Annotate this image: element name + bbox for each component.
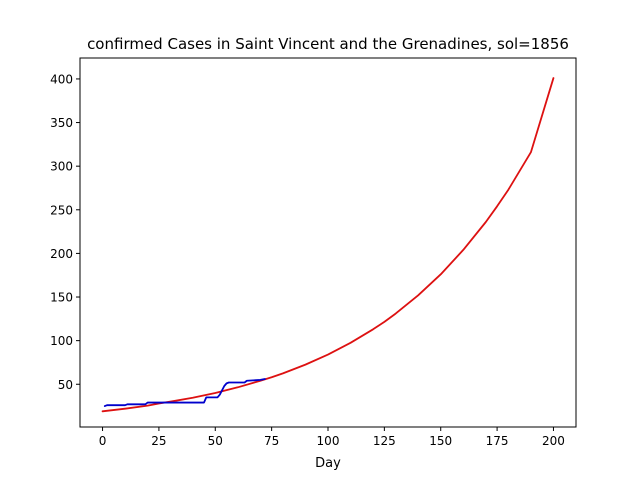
y-axis: 50 100 150 200 250 300 350 400 [50, 72, 80, 392]
x-tick-label: 200 [542, 434, 565, 448]
x-tick-label: 175 [486, 434, 509, 448]
y-tick-label: 50 [58, 378, 73, 392]
y-tick-label: 400 [50, 72, 73, 86]
x-axis: 0 25 50 75 100 125 150 175 200 [99, 427, 565, 448]
y-tick-label: 150 [50, 291, 73, 305]
plot-frame [79, 57, 577, 428]
x-tick-label: 75 [264, 434, 279, 448]
y-tick-label: 200 [50, 247, 73, 261]
observed-cases-line [103, 378, 266, 407]
x-tick-label: 100 [317, 434, 340, 448]
y-tick-label: 100 [50, 334, 73, 348]
y-tick-label: 350 [50, 116, 73, 130]
x-tick-label: 25 [151, 434, 166, 448]
chart-title: confirmed Cases in Saint Vincent and the… [87, 35, 569, 53]
x-tick-label: 0 [99, 434, 107, 448]
x-tick-label: 125 [373, 434, 396, 448]
plot-series-group [101, 77, 555, 413]
x-axis-label: Day [315, 456, 341, 471]
x-tick-label: 50 [208, 434, 223, 448]
x-tick-label: 150 [429, 434, 452, 448]
y-tick-label: 300 [50, 160, 73, 174]
y-tick-label: 250 [50, 203, 73, 217]
